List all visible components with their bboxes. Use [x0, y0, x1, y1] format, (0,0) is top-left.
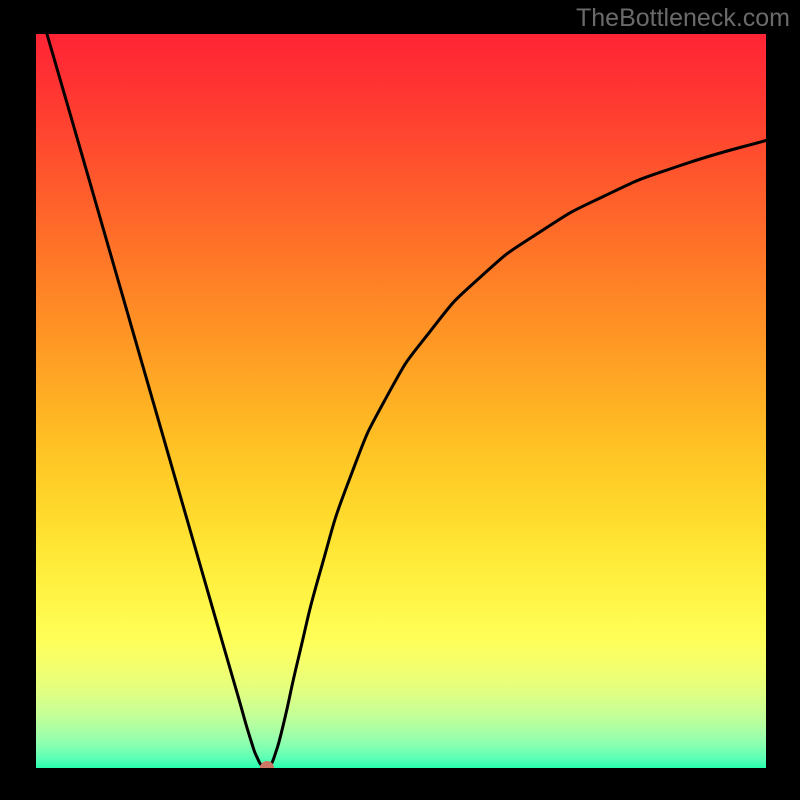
- optimal-marker: [260, 761, 274, 775]
- watermark-text: TheBottleneck.com: [576, 4, 790, 33]
- chart-gradient-background: [36, 34, 766, 768]
